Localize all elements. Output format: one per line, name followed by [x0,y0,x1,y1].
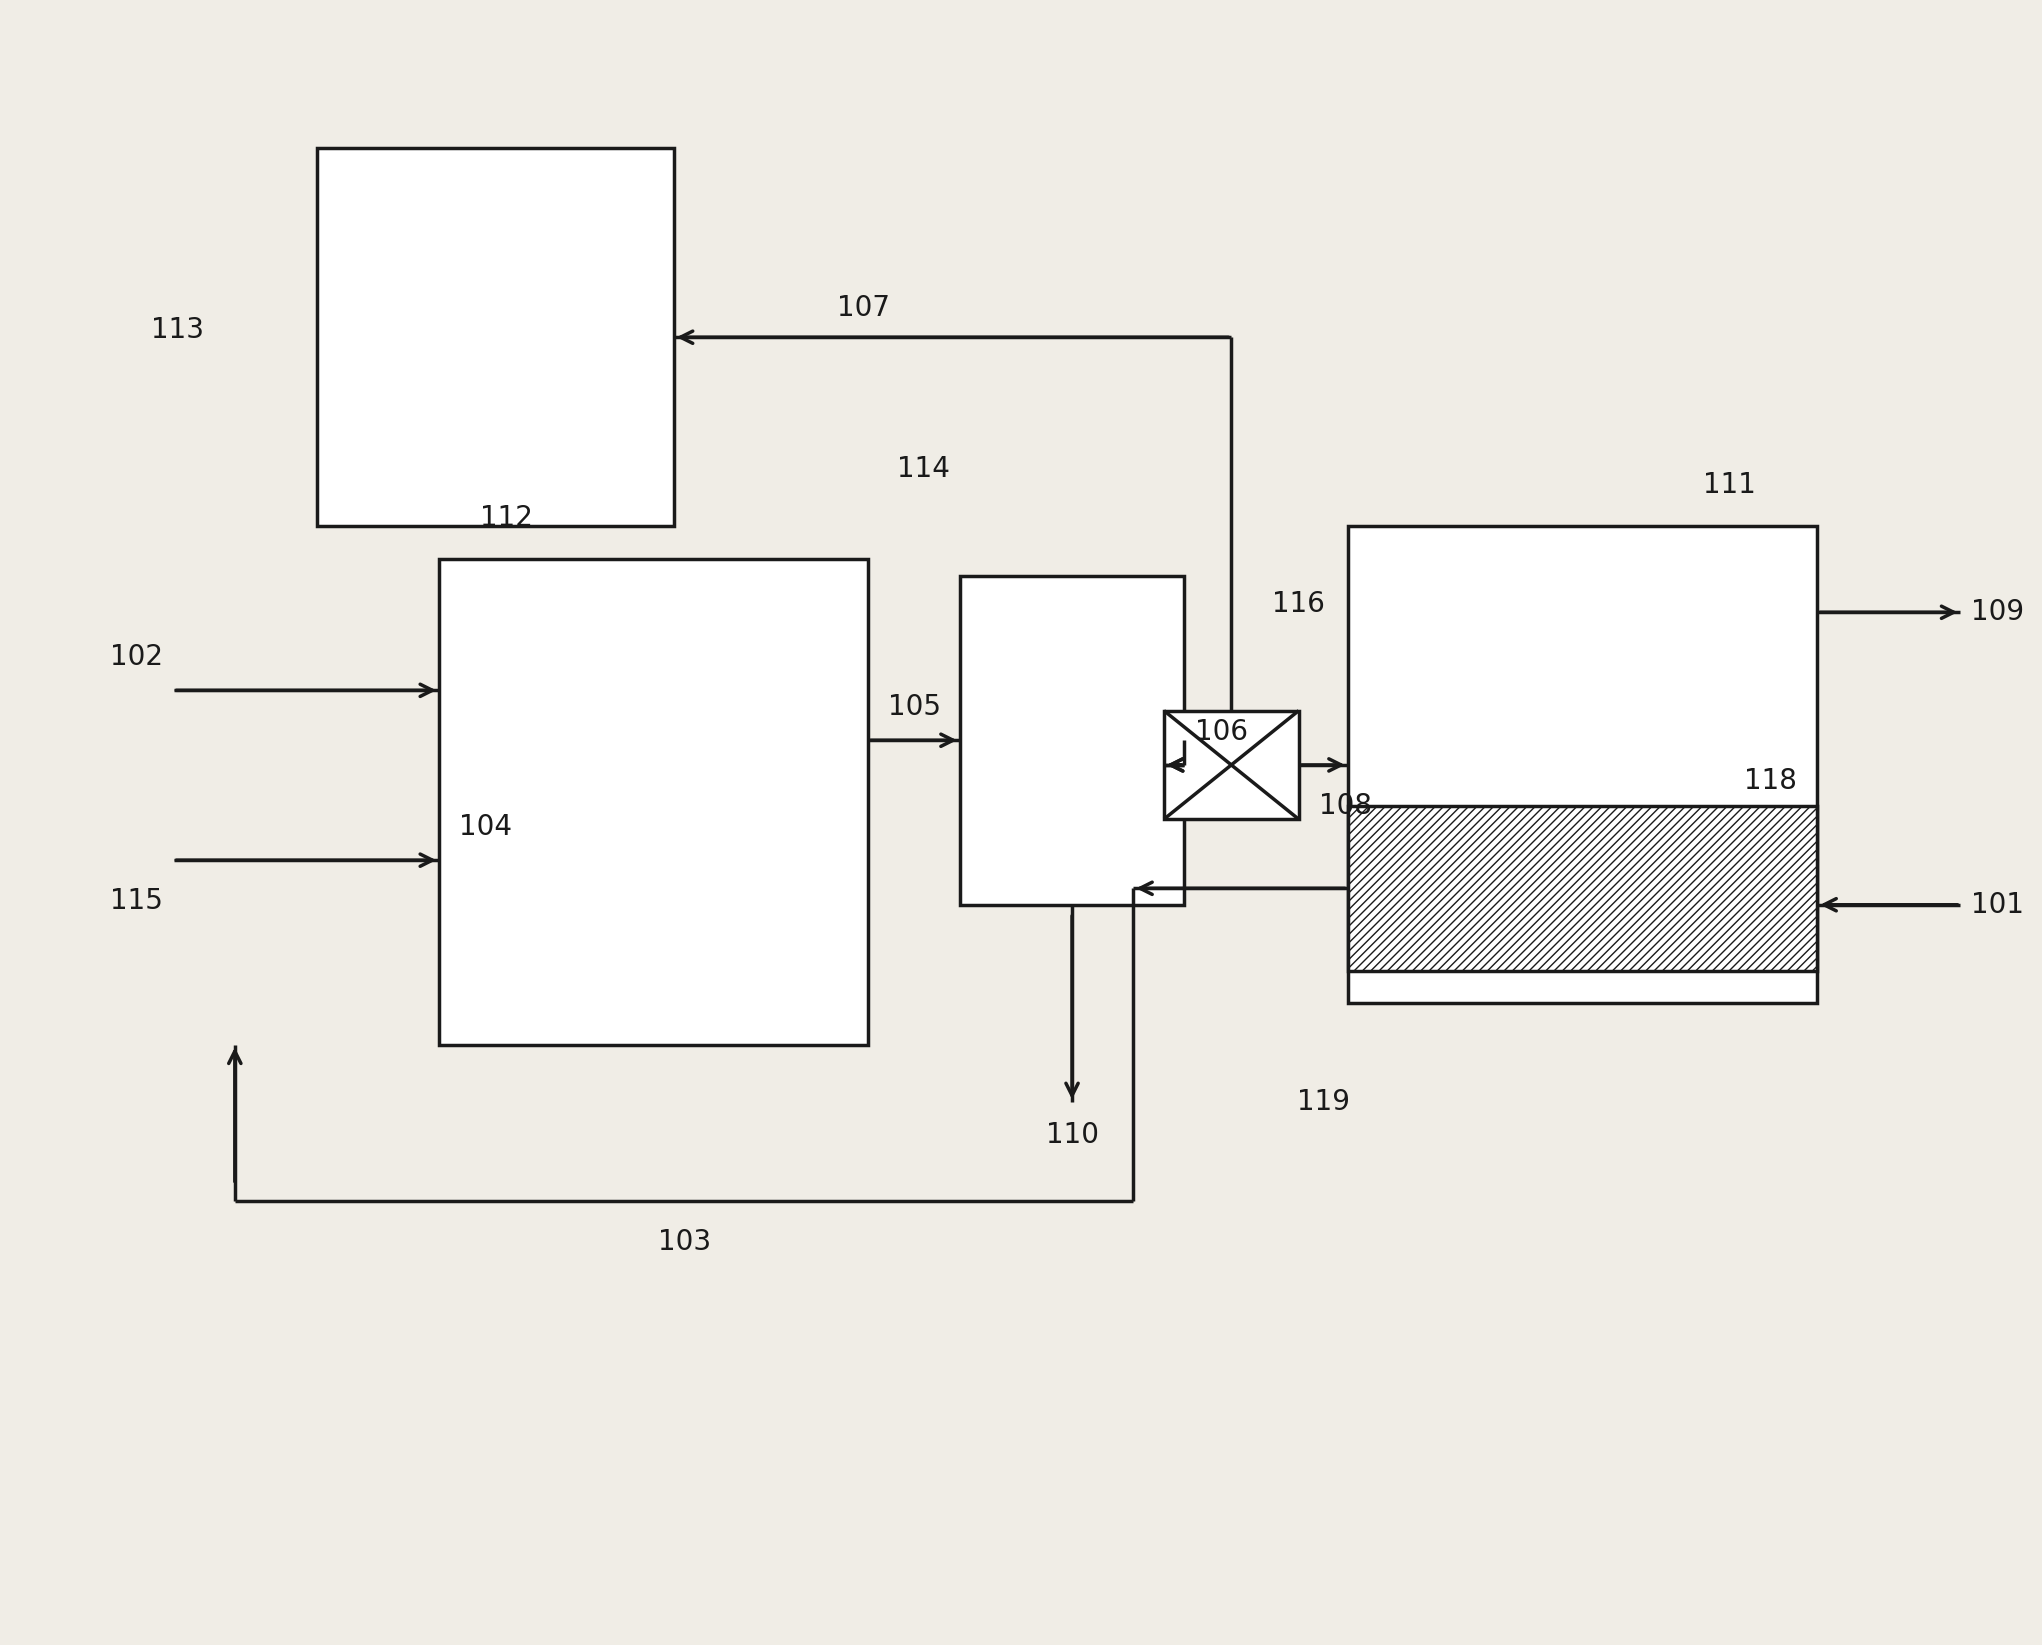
Text: 110: 110 [1046,1120,1099,1150]
Text: 107: 107 [837,293,890,322]
Text: 111: 111 [1703,470,1756,500]
Text: 116: 116 [1272,589,1325,619]
Text: 119: 119 [1297,1087,1350,1117]
Text: 106: 106 [1195,717,1248,747]
Bar [1348,526,1817,1003]
Text: 104: 104 [459,813,513,841]
Bar [1164,711,1299,819]
Text: 102: 102 [110,643,163,671]
Text: 108: 108 [1319,791,1372,821]
Text: 103: 103 [658,1227,711,1257]
Text: 105: 105 [888,693,941,722]
Text: 118: 118 [1744,767,1797,796]
Text: 113: 113 [151,316,204,344]
Bar [1348,806,1817,971]
Text: 109: 109 [1971,599,2024,627]
Bar [439,559,868,1045]
Text: 112: 112 [480,503,533,533]
Text: 115: 115 [110,887,163,915]
Bar [960,576,1184,905]
Bar [317,148,674,526]
Text: 101: 101 [1971,890,2024,920]
Text: 114: 114 [896,454,950,484]
